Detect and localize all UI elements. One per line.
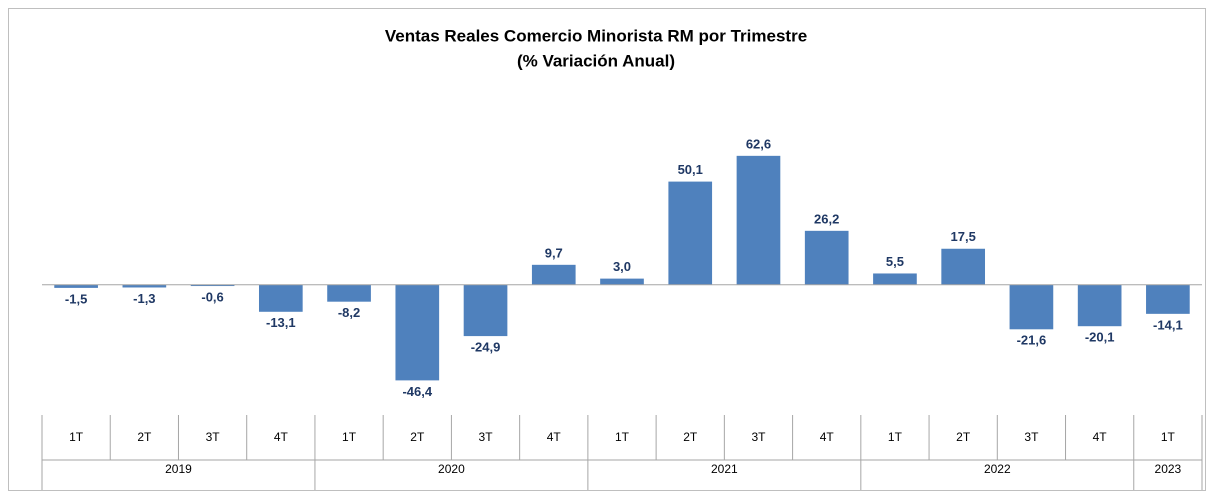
x-tick-label: 3T [206, 430, 221, 444]
bar [736, 155, 781, 285]
data-label: 5,5 [886, 254, 904, 269]
x-tick-label: 1T [69, 430, 84, 444]
x-tick-label: 2T [410, 430, 425, 444]
data-label: -13,1 [266, 315, 296, 330]
data-label: 50,1 [678, 162, 703, 177]
bar [190, 284, 235, 287]
x-tick-label: 2T [956, 430, 971, 444]
data-label: 62,6 [746, 136, 771, 151]
year-label: 2023 [1155, 462, 1182, 476]
bar [804, 230, 849, 285]
data-label: -14,1 [1153, 317, 1183, 332]
x-tick-label: 4T [547, 430, 562, 444]
data-label: 26,2 [814, 211, 839, 226]
data-label: -20,1 [1085, 330, 1115, 345]
bar [668, 181, 713, 285]
x-tick-label: 2T [137, 430, 152, 444]
bar [873, 273, 917, 285]
data-label: -24,9 [471, 340, 501, 355]
bar [1146, 284, 1190, 314]
x-tick-label: 4T [274, 430, 289, 444]
data-label: -1,3 [133, 291, 155, 306]
bar [327, 284, 371, 302]
x-tick-label: 3T [751, 430, 766, 444]
bar [600, 278, 644, 285]
year-label: 2022 [984, 462, 1011, 476]
x-tick-label: 1T [615, 430, 630, 444]
x-tick-label: 3T [479, 430, 494, 444]
year-label: 2021 [711, 462, 738, 476]
bar [941, 248, 986, 285]
chart-title: Ventas Reales Comercio Minorista RM por … [385, 26, 807, 45]
x-tick-label: 4T [820, 430, 835, 444]
bar [1009, 284, 1054, 330]
data-label: -46,4 [402, 384, 432, 399]
year-label: 2019 [165, 462, 192, 476]
data-label: -1,5 [65, 291, 87, 306]
bar [531, 264, 576, 285]
chart-subtitle: (% Variación Anual) [517, 51, 675, 70]
bar [122, 284, 167, 288]
bar [54, 284, 98, 288]
x-tick-label: 3T [1024, 430, 1039, 444]
data-label: 9,7 [545, 245, 563, 260]
x-tick-label: 1T [342, 430, 357, 444]
bar [463, 284, 508, 337]
data-label: -8,2 [338, 305, 360, 320]
data-label: -0,6 [201, 289, 223, 304]
year-label: 2020 [438, 462, 465, 476]
data-label: -21,6 [1017, 333, 1047, 348]
chart-border [8, 8, 1206, 491]
bar [1077, 284, 1122, 327]
x-tick-label: 4T [1093, 430, 1108, 444]
bar [258, 284, 303, 312]
x-tick-label: 1T [888, 430, 903, 444]
x-tick-label: 2T [683, 430, 698, 444]
x-tick-label: 1T [1161, 430, 1176, 444]
data-label: 3,0 [613, 259, 631, 274]
bar [395, 284, 440, 381]
data-label: 17,5 [951, 229, 976, 244]
